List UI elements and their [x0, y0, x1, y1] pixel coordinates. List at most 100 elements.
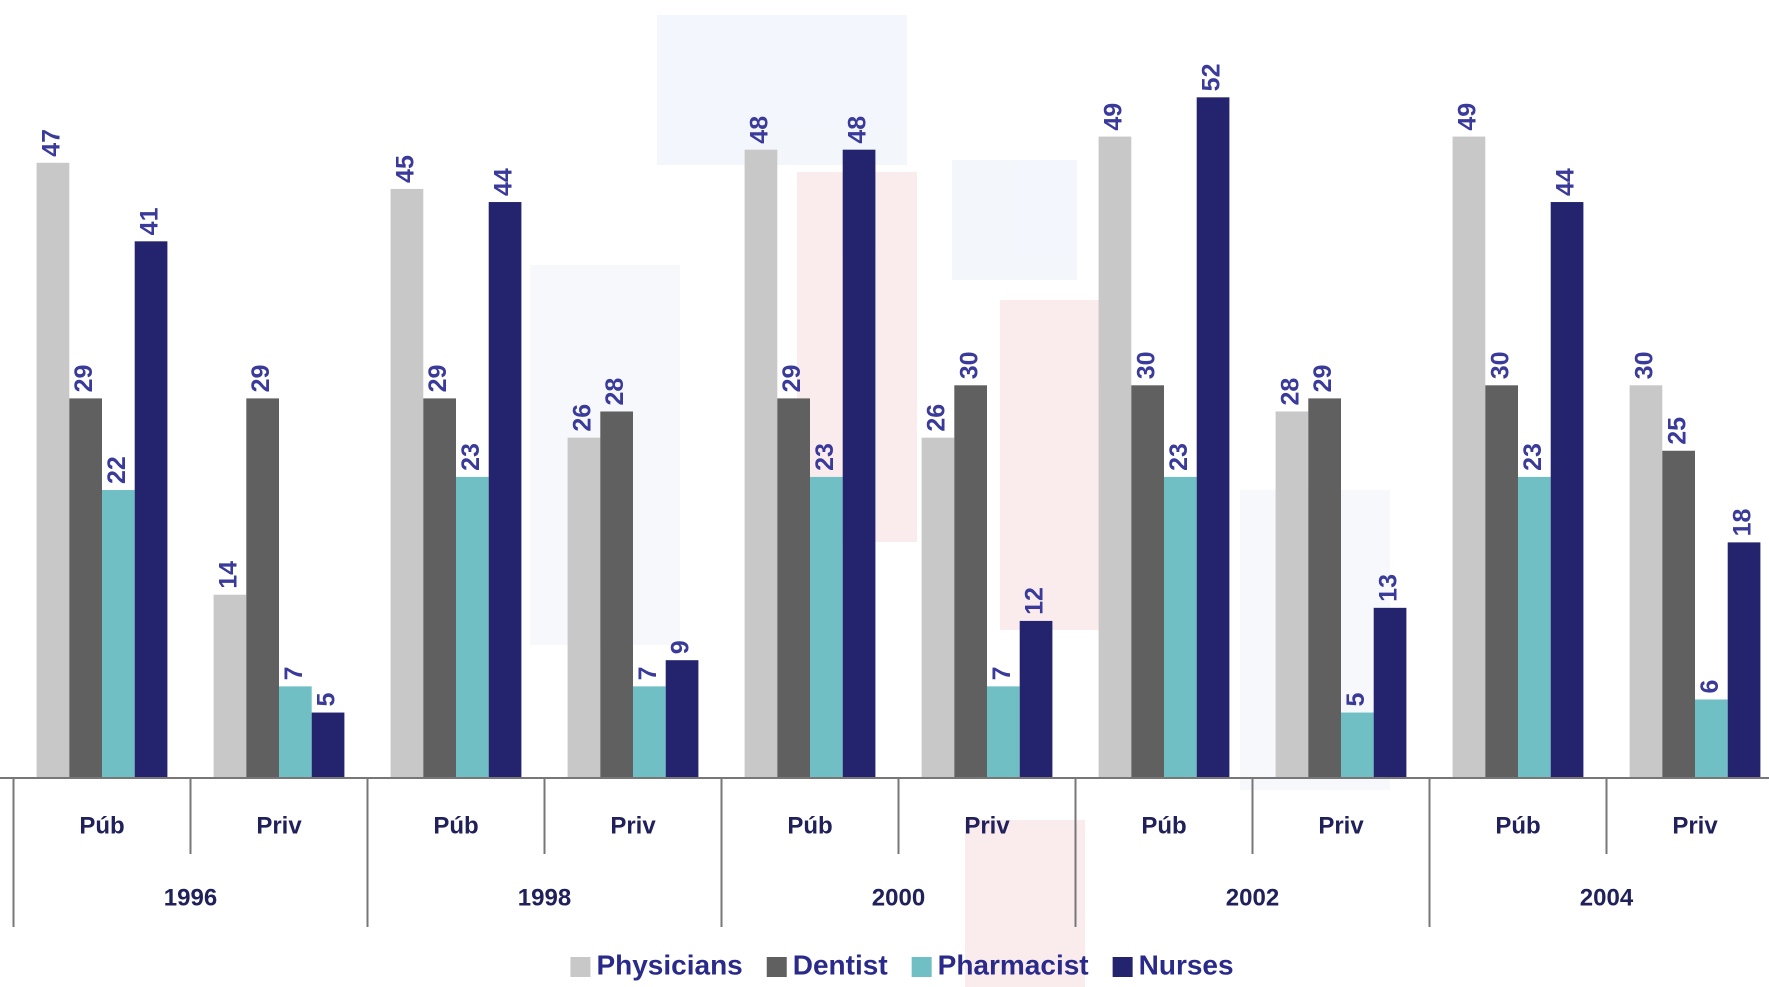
bar	[567, 437, 601, 778]
bar	[1452, 136, 1486, 779]
value-label: 29	[778, 365, 806, 393]
value-label: 7	[634, 666, 662, 680]
bar	[1164, 476, 1197, 778]
bar	[279, 686, 312, 778]
bar	[1373, 607, 1407, 778]
bar	[102, 490, 135, 778]
value-label: 26	[923, 404, 951, 432]
x-tick-label: Púb	[1141, 812, 1186, 839]
group-label: 1998	[518, 884, 571, 911]
value-label: 7	[988, 666, 1016, 680]
legend-label: Pharmacist	[938, 949, 1089, 980]
bar	[1727, 542, 1761, 778]
bar	[423, 398, 456, 778]
value-label: 30	[955, 351, 983, 379]
bar	[1131, 385, 1164, 778]
bar	[777, 398, 810, 778]
bar	[1098, 136, 1132, 779]
value-label: 44	[490, 168, 518, 196]
bar	[600, 411, 633, 778]
value-label: 30	[1486, 351, 1514, 379]
value-label: 5	[313, 693, 341, 707]
bar	[1341, 712, 1374, 778]
bar	[810, 476, 843, 778]
x-tick-label: Priv	[1672, 812, 1718, 839]
value-label: 30	[1631, 351, 1659, 379]
value-label: 28	[601, 378, 629, 406]
x-tick-label: Púb	[79, 812, 124, 839]
bar	[954, 385, 987, 778]
value-label: 6	[1696, 680, 1724, 694]
bar	[213, 594, 247, 778]
bar	[1196, 97, 1230, 778]
bar	[311, 712, 345, 778]
value-label: 18	[1729, 508, 1757, 536]
bar	[987, 686, 1020, 778]
value-label: 41	[136, 207, 164, 235]
value-label: 49	[1100, 103, 1128, 131]
value-label: 49	[1454, 103, 1482, 131]
value-label: 9	[667, 640, 695, 654]
value-label: 7	[280, 666, 308, 680]
value-label: 25	[1663, 417, 1691, 445]
group-label: 2004	[1580, 884, 1634, 911]
value-label: 30	[1132, 351, 1160, 379]
value-label: 44	[1552, 168, 1580, 196]
legend: Physicians Dentist Pharmacist Nurses	[570, 949, 1234, 980]
plot-area: 47292241Púb142975Priv45292344Púb262879Pr…	[0, 64, 1769, 927]
value-label: 52	[1198, 64, 1226, 92]
bar	[488, 202, 522, 779]
legend-label: Physicians	[596, 949, 742, 980]
bar	[1550, 202, 1584, 779]
bar	[1662, 450, 1695, 778]
value-label: 23	[811, 443, 839, 471]
value-label: 22	[103, 456, 131, 484]
bar	[1275, 411, 1309, 778]
x-tick-label: Priv	[256, 812, 302, 839]
bar	[456, 476, 489, 778]
legend-swatch	[1112, 957, 1133, 977]
value-label: 13	[1375, 574, 1403, 602]
bar	[842, 149, 876, 778]
bar	[390, 188, 424, 778]
value-label: 14	[215, 561, 243, 589]
value-label: 26	[569, 404, 597, 432]
bar	[921, 437, 955, 778]
legend-swatch	[911, 957, 932, 977]
legend-swatch	[570, 957, 591, 977]
value-label: 47	[38, 129, 66, 157]
bar	[1695, 699, 1728, 778]
group-label: 2000	[872, 884, 925, 911]
bar	[1308, 398, 1341, 778]
value-label: 23	[1165, 443, 1193, 471]
value-label: 23	[1519, 443, 1547, 471]
value-label: 12	[1021, 587, 1049, 615]
value-label: 23	[457, 443, 485, 471]
value-label: 29	[70, 365, 98, 393]
bar	[1019, 620, 1053, 778]
value-label: 5	[1342, 693, 1370, 707]
legend-label: Nurses	[1139, 949, 1234, 980]
legend-label: Dentist	[793, 949, 888, 980]
value-label: 29	[424, 365, 452, 393]
x-tick-label: Púb	[1495, 812, 1540, 839]
bar	[134, 241, 168, 778]
bar	[665, 660, 699, 778]
x-tick-label: Púb	[433, 812, 478, 839]
bar	[69, 398, 102, 778]
value-label: 48	[746, 116, 774, 144]
value-label: 28	[1277, 378, 1305, 406]
bar	[1629, 385, 1663, 778]
bar	[633, 686, 666, 778]
x-tick-label: Priv	[964, 812, 1010, 839]
group-label: 2002	[1226, 884, 1279, 911]
value-label: 45	[392, 155, 420, 183]
value-label: 29	[1309, 365, 1337, 393]
value-label: 48	[844, 116, 872, 144]
bar	[744, 149, 778, 778]
x-tick-label: Priv	[610, 812, 656, 839]
bar	[1485, 385, 1518, 778]
value-label: 29	[247, 365, 275, 393]
x-tick-label: Púb	[787, 812, 832, 839]
